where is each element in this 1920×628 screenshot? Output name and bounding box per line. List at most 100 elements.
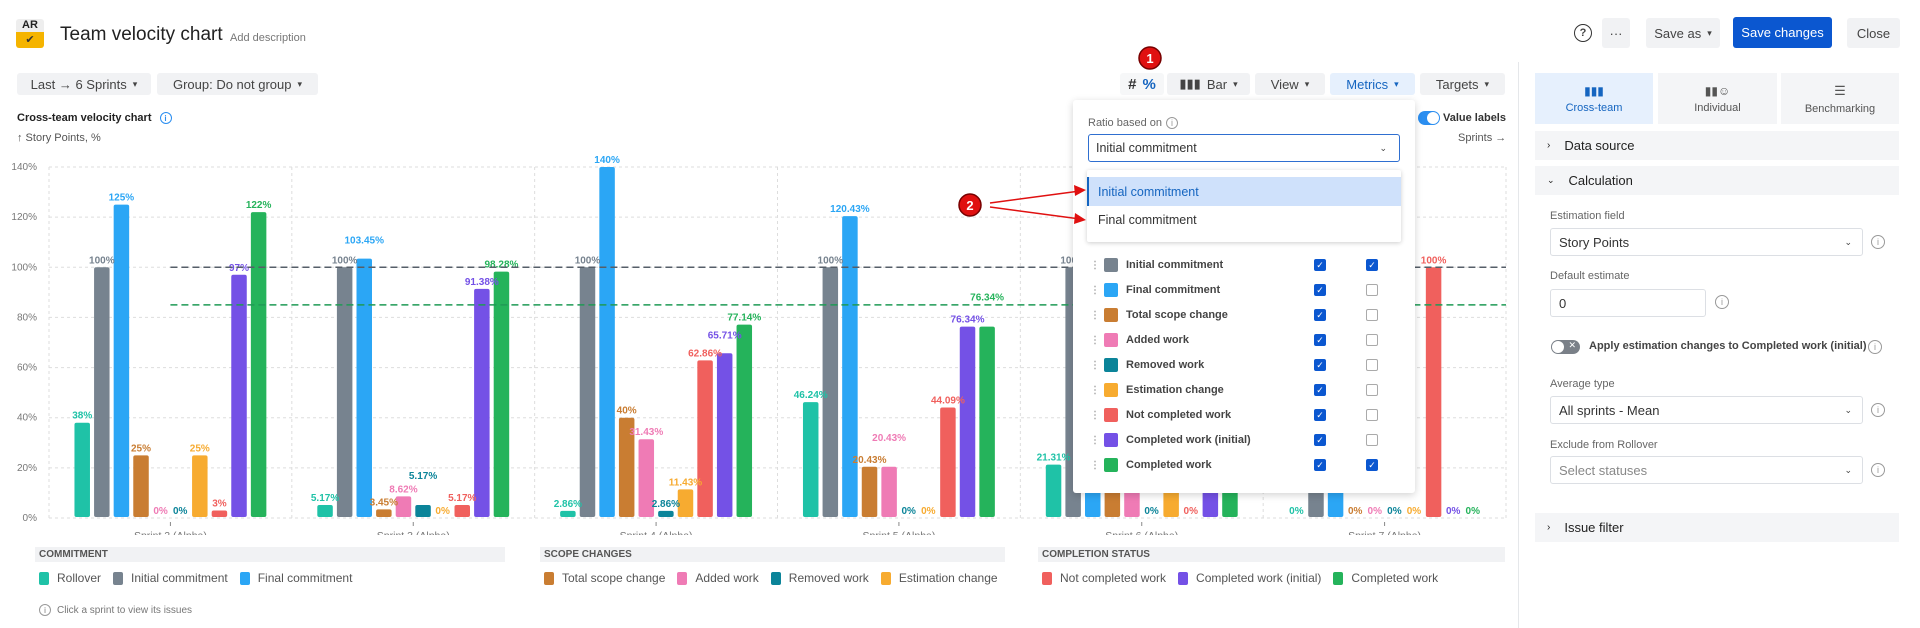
calculation-section[interactable]: ⌄ Calculation	[1535, 166, 1899, 195]
drag-handle-icon[interactable]: ⋮⋮	[1090, 334, 1110, 346]
option-final-commitment[interactable]: Final commitment	[1098, 213, 1197, 227]
metric-row[interactable]: ⋮⋮ Completed work	[1090, 455, 1212, 475]
metric-ratio-checkbox[interactable]	[1366, 284, 1378, 296]
issue-filter-section[interactable]: › Issue filter	[1535, 513, 1899, 542]
drag-handle-icon[interactable]: ⋮⋮	[1090, 309, 1110, 321]
x-tick-label[interactable]: Sprint 7 (Alpha)	[1348, 530, 1421, 535]
bar[interactable]	[842, 216, 858, 517]
bar[interactable]	[861, 466, 878, 517]
save-changes-button[interactable]: Save changes	[1733, 17, 1832, 48]
tab-individual[interactable]: ▮▮☺ Individual	[1658, 73, 1777, 124]
metric-row[interactable]: ⋮⋮ Completed work (initial)	[1090, 430, 1251, 450]
bar[interactable]	[638, 439, 655, 517]
metrics-button[interactable]: Metrics ▾	[1330, 73, 1415, 95]
sprint-group[interactable]: Sprint 2 (Alpha)	[74, 204, 267, 535]
info-icon[interactable]: i	[1871, 463, 1885, 477]
bar[interactable]	[317, 505, 333, 517]
absolute-icon[interactable]: #	[1128, 75, 1137, 93]
apply-estimation-toggle[interactable]: ✕	[1551, 340, 1580, 354]
percent-icon[interactable]: %	[1142, 75, 1156, 93]
help-button[interactable]: ?	[1568, 18, 1598, 48]
estimation-field-select[interactable]: Story Points ⌄	[1550, 228, 1863, 256]
metric-show-checkbox[interactable]: ✓	[1314, 334, 1326, 346]
metric-show-checkbox[interactable]: ✓	[1314, 284, 1326, 296]
bar[interactable]	[560, 510, 576, 517]
drag-handle-icon[interactable]: ⋮⋮	[1090, 284, 1110, 296]
option-initial-commitment[interactable]: Initial commitment	[1087, 177, 1401, 206]
bar[interactable]	[940, 407, 956, 517]
bar[interactable]	[250, 212, 267, 517]
bar[interactable]	[579, 267, 596, 517]
metric-ratio-checkbox[interactable]	[1366, 409, 1378, 421]
x-tick-label[interactable]: Sprint 6 (Alpha)	[1105, 530, 1178, 535]
metric-ratio-checkbox[interactable]: ✓	[1366, 259, 1378, 271]
metric-row[interactable]: ⋮⋮ Initial commitment	[1090, 255, 1223, 275]
close-button[interactable]: Close	[1847, 18, 1900, 48]
metric-row[interactable]: ⋮⋮ Added work	[1090, 330, 1189, 350]
metric-ratio-checkbox[interactable]	[1366, 384, 1378, 396]
info-icon[interactable]: i	[1871, 235, 1885, 249]
bar[interactable]	[618, 417, 635, 517]
metric-ratio-checkbox[interactable]	[1366, 434, 1378, 446]
bar[interactable]	[736, 324, 753, 517]
bar[interactable]	[336, 267, 353, 517]
legend-item[interactable]: Total scope change	[544, 571, 665, 585]
info-icon[interactable]: i	[1868, 340, 1882, 354]
sprint-group[interactable]: Sprint 3 (Alpha)	[317, 258, 510, 535]
bar[interactable]	[395, 496, 412, 517]
legend-item[interactable]: Initial commitment	[113, 571, 228, 585]
drag-handle-icon[interactable]: ⋮⋮	[1090, 359, 1110, 371]
metric-show-checkbox[interactable]: ✓	[1314, 384, 1326, 396]
bar[interactable]	[113, 204, 130, 517]
view-button[interactable]: View ▾	[1255, 73, 1325, 95]
metric-row[interactable]: ⋮⋮ Estimation change	[1090, 380, 1224, 400]
drag-handle-icon[interactable]: ⋮⋮	[1090, 259, 1110, 271]
exclude-rollover-select[interactable]: Select statuses ⌄	[1550, 456, 1863, 484]
x-tick-label[interactable]: Sprint 5 (Alpha)	[862, 530, 935, 535]
bar[interactable]	[881, 466, 897, 517]
drag-handle-icon[interactable]: ⋮⋮	[1090, 434, 1110, 446]
average-type-select[interactable]: All sprints - Mean ⌄	[1550, 396, 1863, 424]
metric-show-checkbox[interactable]: ✓	[1314, 459, 1326, 471]
value-labels-toggle[interactable]	[1418, 111, 1440, 125]
group-filter[interactable]: Group: Do not group ▾	[157, 73, 318, 95]
metric-row[interactable]: ⋮⋮ Not completed work	[1090, 405, 1231, 425]
bar[interactable]	[415, 505, 431, 517]
ratio-select[interactable]: Initial commitment ⌄	[1088, 134, 1400, 162]
metric-row[interactable]: ⋮⋮ Removed work	[1090, 355, 1204, 375]
drag-handle-icon[interactable]: ⋮⋮	[1090, 409, 1110, 421]
legend-item[interactable]: Estimation change	[880, 571, 998, 585]
period-filter[interactable]: Last → 6 Sprints ▾	[17, 73, 151, 95]
metric-ratio-checkbox[interactable]: ✓	[1366, 459, 1378, 471]
legend-item[interactable]: Final commitment	[239, 571, 352, 585]
more-button[interactable]: ···	[1602, 18, 1630, 48]
sprint-group[interactable]: Sprint 5 (Alpha)	[802, 216, 995, 535]
x-tick-label[interactable]: Sprint 4 (Alpha)	[620, 530, 693, 535]
legend-item[interactable]: Added work	[677, 571, 759, 585]
bar[interactable]	[74, 422, 90, 517]
save-as-button[interactable]: Save as ▾	[1646, 18, 1720, 48]
legend-item[interactable]: Completed work	[1333, 571, 1438, 585]
metric-ratio-checkbox[interactable]	[1366, 309, 1378, 321]
drag-handle-icon[interactable]: ⋮⋮	[1090, 384, 1110, 396]
bar[interactable]	[599, 167, 615, 517]
bar[interactable]	[493, 271, 510, 517]
bar[interactable]	[231, 274, 247, 517]
bar[interactable]	[94, 267, 110, 517]
data-source-section[interactable]: › Data source	[1535, 131, 1899, 160]
bar[interactable]	[822, 267, 839, 517]
bar[interactable]	[211, 510, 228, 517]
bar[interactable]	[474, 288, 490, 517]
tab-cross-team[interactable]: ▮▮▮ Cross-team	[1535, 73, 1653, 124]
drag-handle-icon[interactable]: ⋮⋮	[1090, 459, 1110, 471]
add-description-link[interactable]: Add description	[230, 32, 306, 44]
bar[interactable]	[697, 360, 713, 517]
metric-show-checkbox[interactable]: ✓	[1314, 409, 1326, 421]
bar[interactable]	[192, 455, 208, 517]
info-icon[interactable]: i	[1715, 295, 1729, 309]
metric-show-checkbox[interactable]: ✓	[1314, 434, 1326, 446]
metric-row[interactable]: ⋮⋮ Final commitment	[1090, 280, 1220, 300]
tab-benchmarking[interactable]: ☰ Benchmarking	[1781, 73, 1899, 124]
number-percent-toggle[interactable]: #%	[1120, 73, 1164, 95]
legend-item[interactable]: Removed work	[770, 571, 869, 585]
